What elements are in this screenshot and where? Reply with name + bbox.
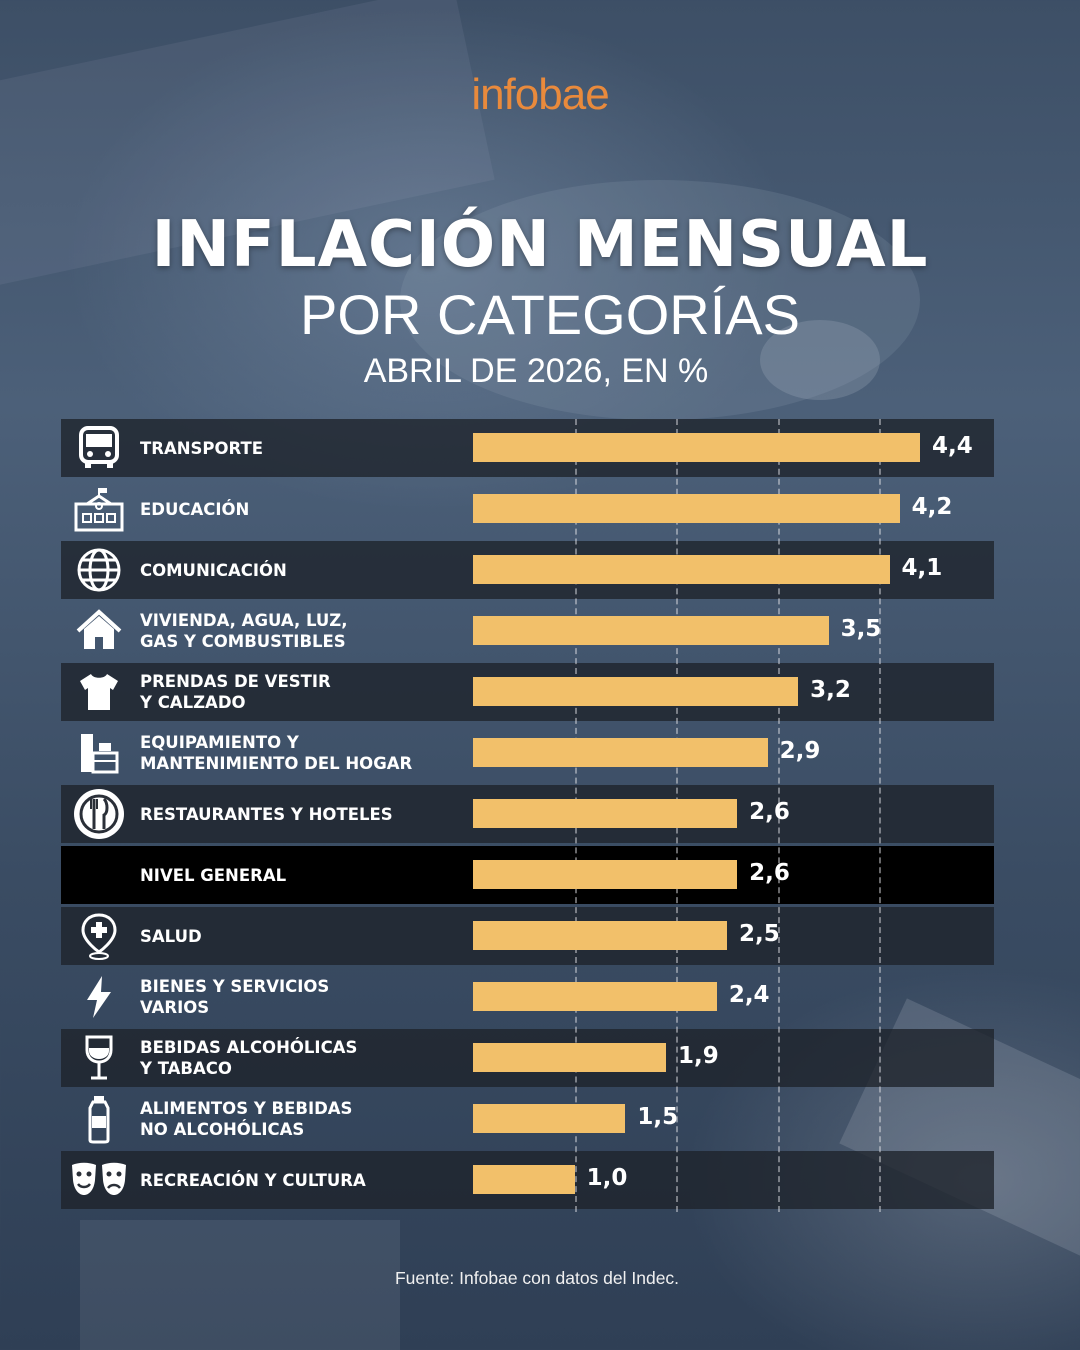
category-label: RECREACIÓN Y CULTURA bbox=[140, 1170, 366, 1190]
value-label: 2,5 bbox=[738, 921, 780, 947]
value-label: 3,5 bbox=[840, 616, 882, 642]
globe-icon bbox=[69, 542, 129, 598]
wine-glass-icon bbox=[69, 1030, 129, 1086]
period-label: ABRIL DE 2026, EN % bbox=[363, 352, 709, 390]
page-subtitle: POR CATEGORÍAS bbox=[300, 283, 800, 346]
category-label: VIVIENDA, AGUA, LUZ, GAS Y COMBUSTIBLES bbox=[140, 611, 348, 651]
tshirt-icon bbox=[69, 664, 129, 720]
category-label: BIENES Y SERVICIOS VARIOS bbox=[140, 977, 330, 1017]
value-label: 1,9 bbox=[678, 1043, 719, 1069]
value-label: 4,4 bbox=[932, 433, 973, 459]
value-label: 2,9 bbox=[779, 738, 821, 764]
value-label: 3,2 bbox=[810, 677, 851, 703]
bar bbox=[473, 494, 900, 523]
value-label: 1,5 bbox=[637, 1104, 679, 1130]
page-title: INFLACIÓN MENSUAL bbox=[151, 208, 929, 282]
category-label: PRENDAS DE VESTIR Y CALZADO bbox=[140, 672, 331, 712]
chart-row: VIVIENDA, AGUA, LUZ, GAS Y COMBUSTIBLES bbox=[61, 602, 994, 660]
lightning-icon bbox=[69, 969, 129, 1025]
bar bbox=[473, 616, 829, 645]
category-label: EQUIPAMIENTO Y MANTENIMIENTO DEL HOGAR bbox=[140, 733, 413, 773]
bar bbox=[473, 555, 890, 584]
bar bbox=[473, 982, 717, 1011]
bar bbox=[473, 860, 738, 889]
bar bbox=[473, 1165, 575, 1194]
value-label: 2,6 bbox=[749, 799, 790, 825]
chart-row: ALIMENTOS Y BEBIDAS NO ALCOHÓLICAS bbox=[61, 1090, 994, 1148]
bar bbox=[473, 1043, 667, 1072]
bar bbox=[473, 677, 799, 706]
bar bbox=[473, 1104, 626, 1133]
category-label: TRANSPORTE bbox=[140, 438, 264, 458]
chart-row: BIENES Y SERVICIOS VARIOS bbox=[61, 968, 994, 1026]
category-label: ALIMENTOS Y BEBIDAS NO ALCOHÓLICAS bbox=[140, 1099, 353, 1139]
bar bbox=[473, 921, 727, 950]
category-label: RESTAURANTES Y HOTELES bbox=[140, 804, 393, 824]
bar bbox=[473, 433, 920, 462]
furniture-icon bbox=[69, 725, 129, 781]
value-label: 2,4 bbox=[728, 982, 770, 1008]
category-label: COMUNICACIÓN bbox=[140, 560, 287, 580]
chart-row: EDUCACIÓN bbox=[61, 480, 994, 538]
category-label: SALUD bbox=[140, 926, 202, 946]
bottle-icon bbox=[69, 1091, 129, 1147]
value-label: 4,1 bbox=[901, 555, 943, 581]
grid-line bbox=[879, 419, 882, 1212]
brand-logo: infobae bbox=[471, 70, 609, 119]
grid-line bbox=[777, 419, 780, 1212]
bar bbox=[473, 799, 738, 828]
category-label: NIVEL GENERAL bbox=[140, 865, 287, 885]
bus-icon bbox=[69, 420, 129, 476]
value-label: 2,6 bbox=[749, 860, 790, 886]
bar-chart: TRANSPORTE EDUCACIÓN COMUNICACIÓN VIVIENDA,… bbox=[61, 419, 994, 1212]
bar bbox=[473, 738, 768, 767]
house-icon bbox=[69, 603, 129, 659]
school-icon bbox=[69, 481, 129, 537]
health-pin-icon bbox=[69, 908, 129, 964]
theater-masks-icon bbox=[69, 1152, 129, 1208]
source-note: Fuente: Infobae con datos del Indec. bbox=[394, 1268, 680, 1288]
chart-row: EQUIPAMIENTO Y MANTENIMIENTO DEL HOGAR bbox=[61, 724, 994, 782]
plate-cutlery-icon bbox=[69, 786, 129, 842]
category-label: BEBIDAS ALCOHÓLICAS Y TABACO bbox=[140, 1038, 358, 1078]
category-label: EDUCACIÓN bbox=[140, 499, 250, 519]
value-label: 1,0 bbox=[586, 1165, 628, 1191]
chart-row: BEBIDAS ALCOHÓLICAS Y TABACO bbox=[61, 1029, 994, 1087]
value-label: 4,2 bbox=[911, 494, 953, 520]
